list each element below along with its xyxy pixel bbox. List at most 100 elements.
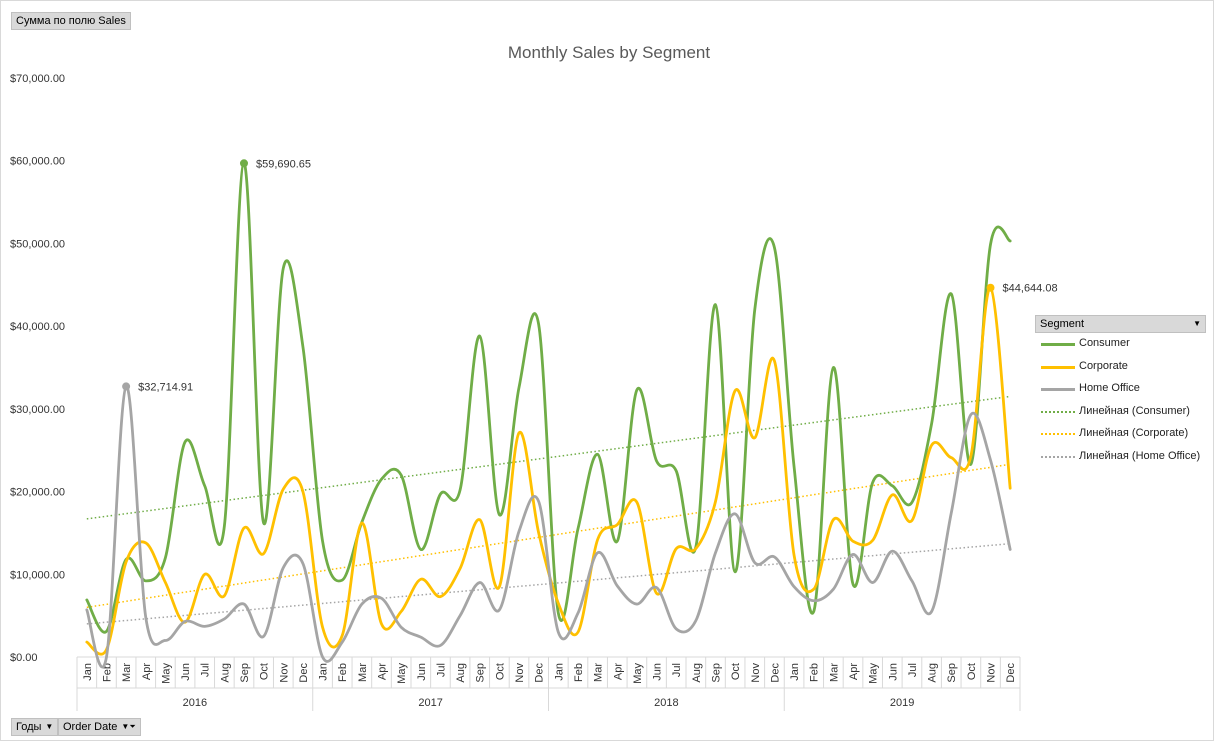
years-label: Годы xyxy=(16,721,42,733)
x-tick-label: Apr xyxy=(612,663,624,680)
x-tick-label: Jun xyxy=(180,663,192,681)
x-tick-label: Aug xyxy=(219,663,231,683)
dropdown-arrow-icon: ▼ xyxy=(45,722,54,732)
legend-swatch xyxy=(1041,388,1075,392)
x-tick-label: Apr xyxy=(377,663,389,680)
y-tick-label: $50,000.00 xyxy=(10,238,65,250)
x-tick-label: Dec xyxy=(534,663,546,683)
series-line-home-office xyxy=(85,384,1012,669)
trendline-consumer xyxy=(86,395,1011,520)
x-tick-label: Oct xyxy=(494,663,506,680)
legend-item: Home Office xyxy=(1035,378,1206,401)
x-tick-label: May xyxy=(868,663,880,684)
x-tick-label: Aug xyxy=(455,663,467,683)
data-point-marker xyxy=(239,159,248,168)
x-tick-label: Nov xyxy=(278,663,290,683)
filter-icon: ▼⏷ xyxy=(121,722,136,732)
x-tick-label: Mar xyxy=(593,663,605,682)
legend-header-label: Segment xyxy=(1040,318,1085,330)
y-tick-label: $70,000.00 xyxy=(10,73,65,85)
x-tick-label: May xyxy=(396,663,408,684)
data-labels: $32,714.91 $59,690.65 $44,644.08 xyxy=(122,158,1058,393)
year-label: 2017 xyxy=(418,697,442,709)
sum-of-sales-label: Сумма по полю Sales xyxy=(16,15,126,27)
x-tick-label: Mar xyxy=(121,663,133,682)
x-tick-label: Jun xyxy=(652,663,664,681)
legend-swatch xyxy=(1041,410,1075,413)
chart-title: Monthly Sales by Segment xyxy=(508,43,710,62)
years-field-button[interactable]: Годы ▼ xyxy=(11,718,59,736)
sum-of-sales-field-button[interactable]: Сумма по полю Sales xyxy=(11,12,131,30)
series-lines xyxy=(85,161,1012,669)
x-axis: Jan Feb Mar Apr May Jun Jul Aug Sep Oct Nov Dec Jan F… xyxy=(76,656,1021,711)
x-tick-label: May xyxy=(160,663,172,684)
legend-item: Линейная (Home Office) xyxy=(1035,446,1206,469)
series-line-corporate xyxy=(85,286,1012,656)
x-tick-label: Sep xyxy=(710,663,722,683)
order-date-field-button[interactable]: Order Date ▼⏷ xyxy=(58,718,141,736)
x-tick-label: Jan xyxy=(553,663,565,681)
x-tick-label: Feb xyxy=(573,663,585,682)
y-tick-label: $30,000.00 xyxy=(10,404,65,416)
legend-item: Линейная (Consumer) xyxy=(1035,401,1206,424)
legend-label: Home Office xyxy=(1079,382,1140,395)
x-tick-label: Feb xyxy=(101,663,113,682)
y-axis: $0.00 $10,000.00 $20,000.00 $30,000.00 $40,0… xyxy=(10,73,65,664)
x-tick-label: Dec xyxy=(298,663,310,683)
legend-items: Consumer Corporate Home Office Линейная (Co… xyxy=(1035,333,1206,469)
x-tick-label: Mar xyxy=(357,663,369,682)
data-label: $32,714.91 xyxy=(138,381,193,393)
legend-item: Corporate xyxy=(1035,356,1206,379)
x-tick-label: Sep xyxy=(475,663,487,683)
order-date-label: Order Date xyxy=(63,721,118,733)
x-tick-label: Nov xyxy=(514,663,526,683)
y-tick-label: $0.00 xyxy=(10,652,38,664)
legend-item: Линейная (Corporate) xyxy=(1035,423,1206,446)
legend-label: Линейная (Home Office) xyxy=(1079,449,1201,462)
x-tick-label: Jul xyxy=(200,663,212,677)
x-tick-label: Jun xyxy=(416,663,428,681)
x-tick-label: Oct xyxy=(259,663,271,680)
y-tick-label: $60,000.00 xyxy=(10,156,65,168)
legend: Segment ▼ Consumer Corporate Home Office Ли… xyxy=(1035,315,1206,469)
x-tick-label: Sep xyxy=(239,663,251,683)
legend-swatch xyxy=(1041,455,1075,458)
y-tick-label: $10,000.00 xyxy=(10,569,65,581)
x-tick-label: Oct xyxy=(966,663,978,680)
legend-label: Consumer xyxy=(1079,337,1130,349)
y-tick-label: $40,000.00 xyxy=(10,321,65,333)
x-tick-label: Apr xyxy=(848,663,860,680)
legend-swatch xyxy=(1041,433,1075,436)
year-label: 2019 xyxy=(890,697,914,709)
x-tick-label: Apr xyxy=(141,663,153,680)
data-point-marker xyxy=(986,283,995,292)
x-tick-label: Jul xyxy=(435,663,447,677)
x-tick-label: Feb xyxy=(809,663,821,682)
x-tick-label: Aug xyxy=(927,663,939,683)
x-tick-label: Dec xyxy=(769,663,781,683)
x-tick-label: Jan xyxy=(82,663,94,681)
x-tick-label: May xyxy=(632,663,644,684)
legend-swatch xyxy=(1041,365,1075,369)
dropdown-arrow-icon: ▼ xyxy=(1193,319,1201,328)
x-tick-label: Jan xyxy=(789,663,801,681)
legend-item: Consumer xyxy=(1035,333,1206,356)
year-label: 2016 xyxy=(183,697,207,709)
legend-label: Corporate xyxy=(1079,359,1128,372)
segment-filter-button[interactable]: Segment ▼ xyxy=(1035,315,1206,333)
legend-swatch xyxy=(1041,343,1075,346)
x-tick-label: Dec xyxy=(1005,663,1017,683)
legend-label: Линейная (Consumer) xyxy=(1079,404,1190,417)
x-tick-label: Nov xyxy=(986,663,998,683)
x-tick-label: Sep xyxy=(946,663,958,683)
x-tick-label: Aug xyxy=(691,663,703,683)
x-tick-label: Jul xyxy=(671,663,683,677)
x-tick-label: Mar xyxy=(828,663,840,682)
x-tick-label: Nov xyxy=(750,663,762,683)
x-tick-label: Oct xyxy=(730,663,742,680)
x-tick-label: Feb xyxy=(337,663,349,682)
x-tick-label: Jan xyxy=(318,663,330,681)
